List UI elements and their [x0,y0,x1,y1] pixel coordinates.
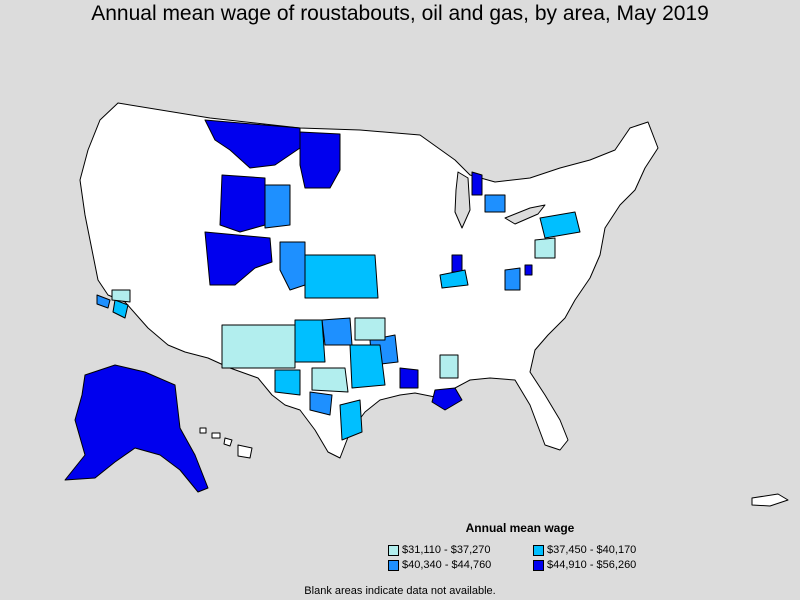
area-oklahoma-east [354,317,386,341]
area-california-central [112,299,129,319]
hawaii [199,427,253,459]
area-louisiana-coast [431,387,463,411]
area-texas-gulf [339,399,363,441]
map-title: Annual mean wage of roustabouts, oil and… [91,2,709,25]
area-nebraska-west [279,241,306,291]
area-michigan-central [484,194,506,213]
area-louisiana-central [399,367,419,389]
legend-label-2: $37,450 - $40,170 [547,544,637,556]
area-pennsylvania [539,211,581,239]
legend-swatch-4 [533,559,544,571]
area-north-dakota-west [299,131,341,189]
area-new-mexico [221,324,296,369]
legend-swatch-3 [388,559,399,571]
legend-item-4: $44,910 - $56,260 [533,559,636,571]
legend-label-1: $31,110 - $37,270 [402,544,491,556]
area-michigan-north [471,171,483,196]
area-oklahoma [321,317,353,346]
area-texas-panhandle [294,319,326,363]
area-ohio-east [524,264,533,276]
lake-erie [504,204,546,225]
area-wyoming-east [264,184,291,229]
legend-item-1: $31,110 - $37,270 [388,544,490,556]
area-dj-basin [204,231,273,286]
legend-swatch-2 [533,544,544,556]
legend-item-2: $37,450 - $40,170 [533,544,636,556]
area-kentucky [439,269,469,289]
legend-label-4: $44,910 - $56,260 [547,559,637,571]
legend-title: Annual mean wage [465,521,575,535]
lake-michigan [454,171,471,229]
legend-item-3: $40,340 - $44,760 [388,559,491,571]
area-texas-east [349,344,386,389]
area-new-mexico-se [274,369,301,396]
area-virginia-west [534,237,556,259]
area-kansas [304,254,379,299]
area-montana-east [204,119,301,169]
puerto-rico [751,493,789,507]
area-texas-south [309,391,333,416]
area-nevada-south [111,289,131,303]
area-california-coast [96,294,111,309]
area-texas-west [311,367,349,393]
legend: $31,110 - $37,270 $37,450 - $40,170 $40,… [388,544,708,576]
area-wyoming [219,174,266,233]
area-west-virginia [504,267,521,291]
footnote: Blank areas indicate data not available. [304,585,496,597]
legend-label-3: $40,340 - $44,760 [402,559,492,571]
area-indiana [451,254,463,273]
area-mississippi [439,354,459,379]
legend-swatch-1 [388,544,399,556]
area-alaska [64,364,209,493]
